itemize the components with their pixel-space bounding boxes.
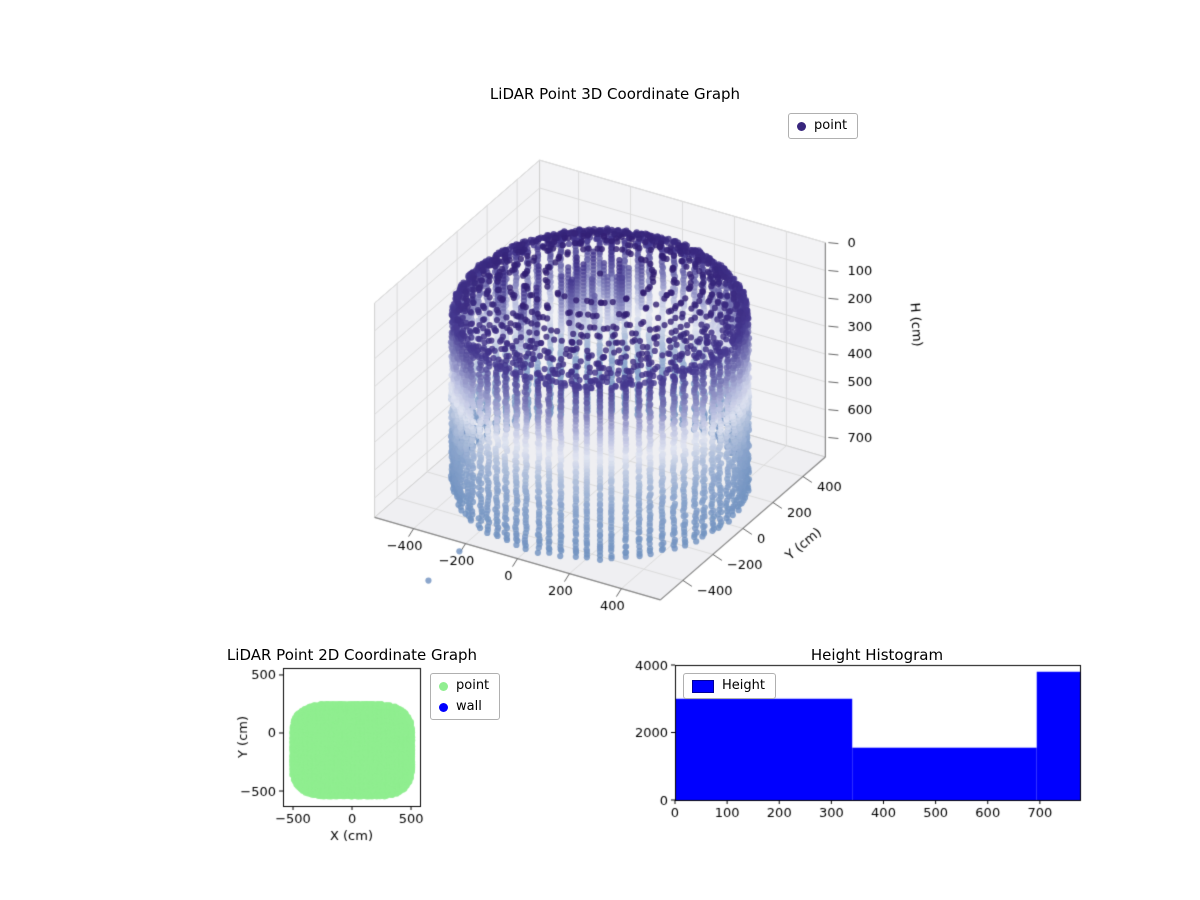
legend-item-wall: wall [439,699,489,715]
plot3d-legend: point [788,113,859,139]
point-marker-icon [439,681,448,691]
legend-item-point: point [439,678,489,694]
point-marker-icon [797,121,806,131]
legend-label-height: Height [722,678,765,693]
legend-item-point: point [797,118,847,134]
wall-marker-icon [439,702,448,712]
histogram-legend: Height [683,673,776,699]
histogram-canvas [620,640,1120,830]
height-patch-icon [692,679,714,693]
plot3d-canvas [290,130,930,660]
legend-label-point: point [456,678,490,693]
legend-label-wall: wall [456,699,482,714]
plot3d-title: LiDAR Point 3D Coordinate Graph [489,85,741,103]
legend-label-point: point [814,118,848,133]
plot2d-legend: point wall [430,673,501,720]
plot2d-canvas [225,640,440,850]
legend-item-height: Height [692,678,765,694]
